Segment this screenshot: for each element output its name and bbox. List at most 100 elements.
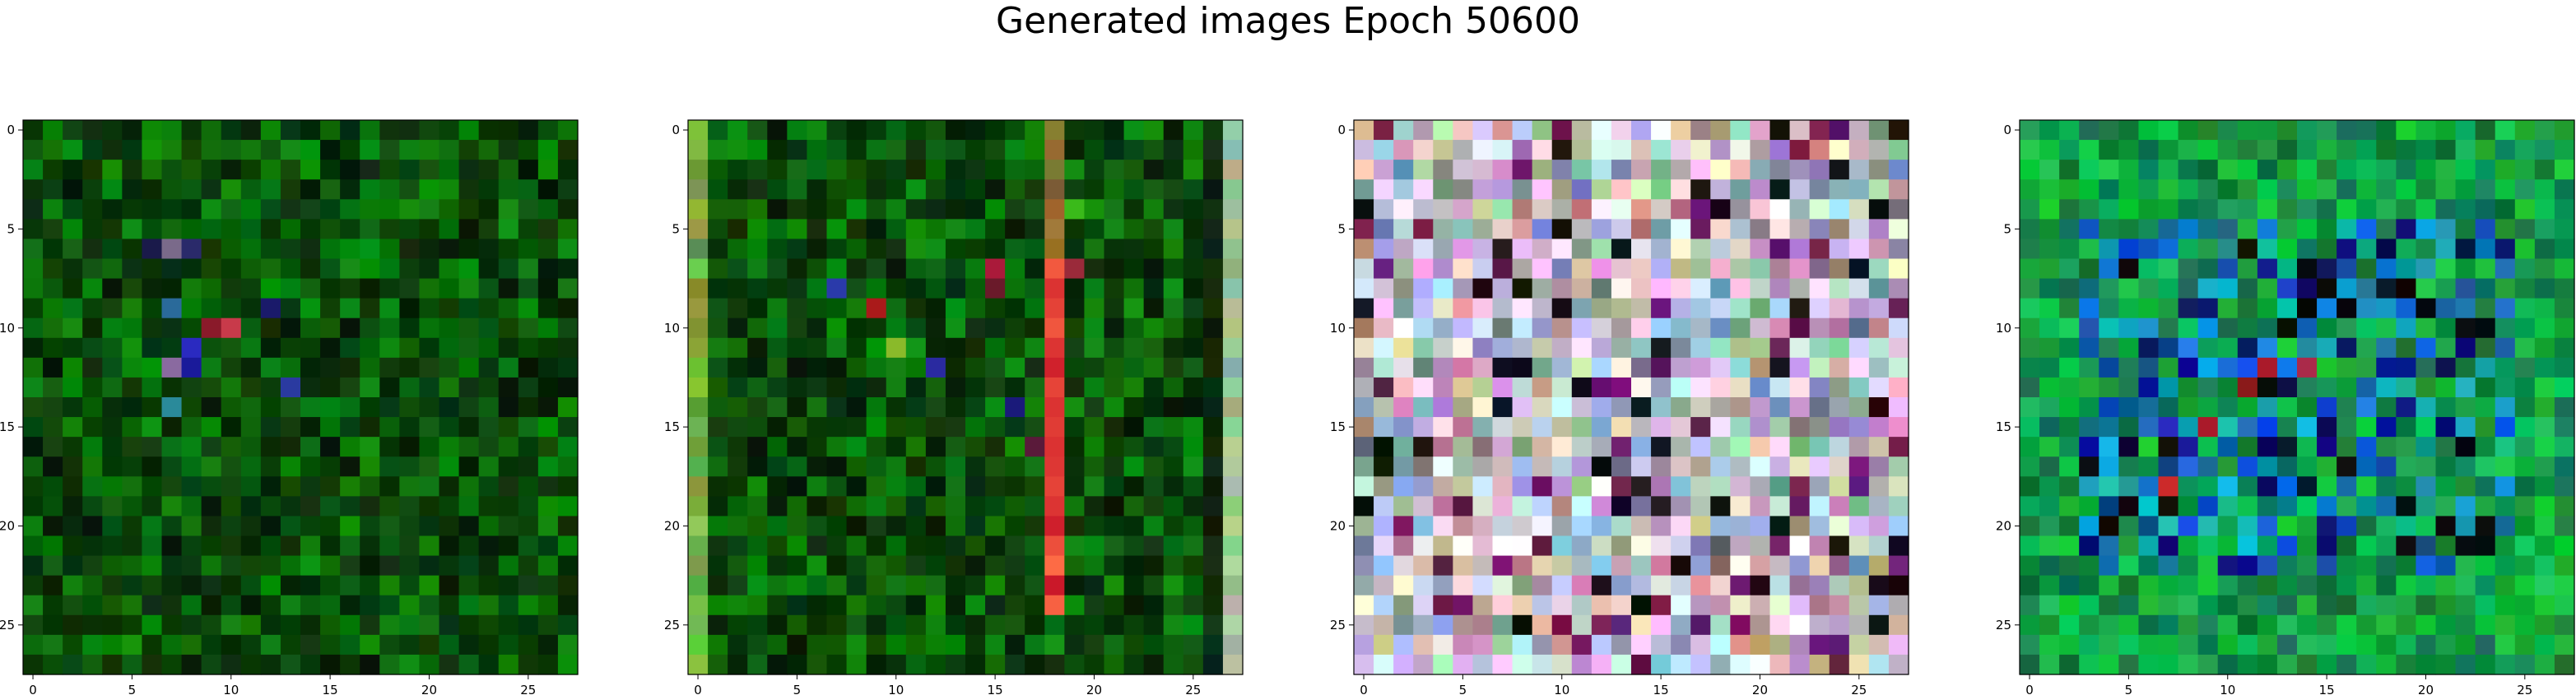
pixel: [360, 634, 380, 656]
pixel: [1591, 140, 1612, 160]
pixel: [925, 377, 946, 398]
pixel: [965, 179, 986, 200]
y-tick-label: 5: [1337, 221, 1346, 236]
pixel: [1393, 516, 1414, 537]
pixel: [537, 199, 559, 220]
pixel: [2217, 278, 2239, 299]
pixel: [905, 456, 927, 477]
pixel: [360, 456, 380, 477]
pixel: [1393, 179, 1414, 200]
pixel: [688, 298, 709, 319]
pixel: [181, 595, 202, 616]
pixel: [2337, 575, 2357, 596]
pixel: [2257, 258, 2278, 280]
pixel: [201, 575, 222, 596]
pixel: [260, 199, 281, 220]
pixel: [2396, 140, 2417, 160]
pixel: [846, 377, 867, 398]
pixel: [82, 614, 103, 636]
pixel: [320, 555, 341, 577]
pixel: [2276, 437, 2298, 457]
pixel: [1750, 179, 1771, 200]
pixel: [1393, 160, 1414, 180]
pixel: [826, 595, 848, 616]
pixel: [1769, 239, 1791, 260]
pixel: [260, 160, 281, 180]
pixel: [688, 199, 709, 220]
pixel: [1084, 575, 1105, 596]
pixel: [1769, 179, 1791, 200]
pixel: [2356, 199, 2377, 220]
pixel: [2455, 258, 2476, 280]
pixel: [2276, 575, 2298, 596]
pixel: [379, 555, 400, 577]
pixel: [2178, 179, 2199, 200]
pixel: [787, 595, 808, 616]
pixel: [63, 120, 83, 141]
pixel: [846, 437, 867, 457]
pixel: [1064, 239, 1086, 260]
pixel: [23, 654, 44, 675]
pixel: [787, 417, 808, 438]
pixel: [1888, 120, 1909, 141]
pixel: [557, 456, 579, 477]
pixel: [439, 258, 460, 280]
pixel: [280, 140, 301, 160]
pixel: [2257, 140, 2278, 160]
pixel: [1809, 595, 1830, 616]
pixel: [419, 317, 440, 339]
pixel: [846, 179, 867, 200]
pixel: [1532, 337, 1553, 359]
pixel: [2514, 120, 2536, 141]
pixel: [419, 337, 440, 359]
pixel: [2039, 120, 2060, 141]
pixel: [2118, 437, 2140, 457]
pixel: [2435, 298, 2457, 319]
pixel: [1123, 140, 1145, 160]
pixel: [2455, 199, 2476, 220]
pixel: [2554, 278, 2575, 299]
pixel: [260, 337, 281, 359]
pixel: [221, 317, 242, 339]
pixel: [458, 496, 480, 517]
pixel: [1104, 179, 1125, 200]
pixel: [458, 417, 480, 438]
pixel: [787, 614, 808, 636]
pixel: [2158, 397, 2179, 418]
pixel: [2276, 317, 2298, 339]
pixel: [2118, 377, 2140, 398]
pixel: [2416, 179, 2437, 200]
pixel: [1393, 417, 1414, 438]
pixel: [2237, 160, 2258, 180]
pixel: [2099, 417, 2119, 438]
pixel: [2276, 337, 2298, 359]
pixel: [2079, 298, 2099, 319]
pixel: [945, 496, 966, 517]
pixel: [2039, 357, 2060, 378]
x-tick-label: 20: [421, 683, 437, 695]
pixel: [360, 140, 380, 160]
pixel: [2178, 397, 2199, 418]
pixel: [1888, 278, 1909, 299]
pixel: [1591, 437, 1612, 457]
pixel: [1829, 614, 1850, 636]
pixel: [2257, 239, 2278, 260]
pixel: [2158, 120, 2179, 141]
pixel: [1611, 239, 1632, 260]
pixel: [478, 160, 500, 180]
pixel: [1611, 357, 1632, 378]
pixel: [1631, 239, 1652, 260]
pixel: [1005, 417, 1025, 438]
pixel: [1492, 456, 1514, 477]
pixel: [1551, 595, 1573, 616]
pixel: [1829, 337, 1850, 359]
pixel: [1354, 239, 1374, 260]
pixel: [2514, 634, 2536, 656]
pixel: [1143, 417, 1165, 438]
pixel: [1769, 496, 1791, 517]
pixel: [557, 317, 579, 339]
pixel: [142, 278, 163, 299]
pixel: [1631, 278, 1652, 299]
pixel: [1671, 595, 1691, 616]
pixel: [2197, 199, 2219, 220]
